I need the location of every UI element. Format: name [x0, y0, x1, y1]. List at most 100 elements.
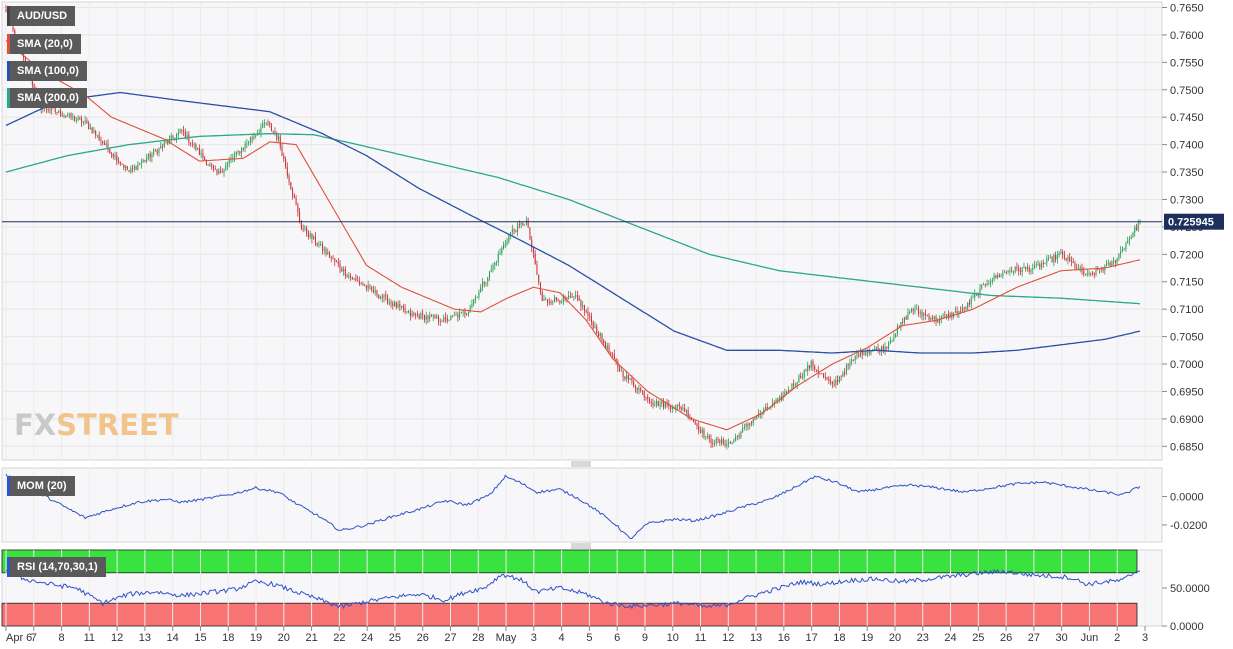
candle [750, 422, 752, 424]
candle [270, 125, 273, 131]
candle [650, 401, 652, 403]
candle [1132, 232, 1134, 238]
candle [847, 365, 849, 367]
rsi-overbought-zone [1, 549, 1138, 574]
date-tick-label: 19 [861, 632, 873, 644]
date-tick-label: 19 [250, 632, 262, 644]
candle [800, 375, 802, 379]
candle [441, 321, 443, 323]
candle [202, 153, 204, 158]
candle [214, 168, 216, 170]
sma200-legend[interactable]: SMA (200,0) [7, 88, 87, 108]
candle [365, 285, 367, 289]
candle [619, 367, 621, 372]
candle [743, 426, 745, 428]
candle [696, 423, 698, 426]
candle [974, 294, 976, 298]
candle [397, 303, 399, 308]
mom-legend[interactable]: MOM (20) [7, 476, 75, 496]
candle [963, 307, 965, 309]
candle [323, 249, 325, 251]
candle [1048, 257, 1050, 259]
candle [524, 224, 526, 226]
candle [204, 157, 206, 160]
candle [388, 302, 390, 304]
candle [979, 287, 981, 296]
candle [1065, 258, 1067, 261]
date-tick-label: 9 [642, 632, 648, 644]
candle [715, 438, 717, 444]
price-tick-label: 0.7400 [1170, 140, 1204, 152]
candle [367, 285, 369, 289]
candle [439, 320, 441, 322]
candle [580, 300, 582, 307]
candle [692, 420, 694, 422]
candle [89, 128, 91, 130]
candle [49, 110, 51, 112]
candle [645, 396, 647, 398]
candle [745, 424, 747, 427]
candle [195, 144, 197, 150]
candle [675, 405, 677, 409]
candle [286, 166, 288, 176]
candle [729, 442, 731, 444]
candle [112, 153, 114, 157]
candle [1021, 268, 1023, 272]
candle [503, 245, 505, 249]
candle [416, 314, 418, 316]
candle [116, 155, 118, 162]
candle [72, 116, 74, 118]
candle [682, 408, 684, 410]
candle [121, 163, 123, 165]
candle [82, 121, 84, 123]
candle [132, 168, 134, 170]
date-tick-label: 16 [778, 632, 790, 644]
candle [117, 161, 120, 163]
sma100-legend[interactable]: SMA (100,0) [7, 61, 87, 81]
candle [334, 258, 336, 262]
date-tick-label: 4 [559, 632, 565, 644]
candle [601, 333, 603, 341]
candle [798, 375, 800, 383]
candle [905, 316, 907, 320]
candle [1121, 249, 1123, 252]
candle [960, 310, 962, 312]
candle [1079, 267, 1081, 269]
candle [1039, 264, 1041, 268]
candle [258, 132, 260, 134]
symbol-label[interactable]: AUD/USD [7, 6, 76, 26]
sma20-legend[interactable]: SMA (20,0) [7, 34, 81, 54]
sma100-line [5, 91, 1141, 354]
candle [622, 370, 624, 377]
candle [499, 253, 501, 254]
rsi-legend[interactable]: RSI (14,70,30,1) [7, 557, 106, 577]
candle [1116, 258, 1118, 263]
candle [919, 312, 921, 314]
candle [640, 388, 642, 391]
candle [251, 138, 253, 140]
candle [664, 403, 666, 408]
candle [842, 373, 844, 377]
candle [895, 333, 897, 338]
candle [265, 122, 267, 124]
candle [311, 233, 313, 239]
candle [708, 435, 710, 439]
candle [575, 295, 577, 297]
candle [599, 333, 601, 337]
candle [406, 311, 408, 313]
candle [1014, 267, 1016, 272]
price-tick-label: 0.7450 [1170, 112, 1204, 124]
candle [33, 84, 35, 90]
candle [480, 287, 482, 293]
candle [828, 379, 830, 381]
candle [193, 144, 195, 146]
candle [699, 430, 701, 433]
candle [881, 346, 883, 352]
indicator-lines [2, 39, 1162, 610]
candle [536, 264, 538, 275]
candle [471, 304, 473, 308]
candle [546, 299, 549, 302]
candle [139, 164, 141, 165]
candle [371, 286, 373, 290]
candle [376, 290, 378, 296]
